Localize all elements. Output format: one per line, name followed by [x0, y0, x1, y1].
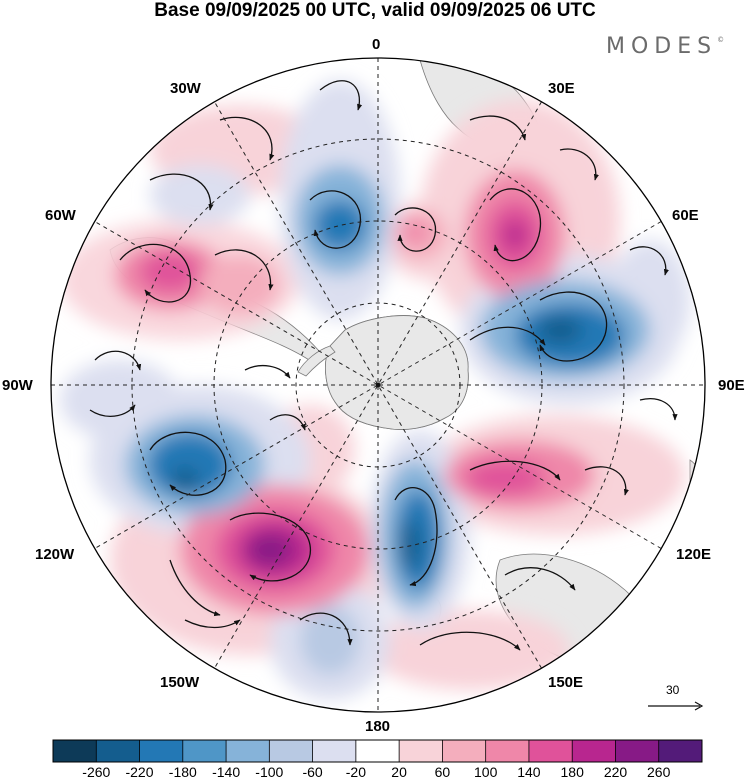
- colorbar-segment: [312, 740, 357, 762]
- label-90w: 90W: [2, 377, 33, 394]
- colorbar-tick-label: 100: [474, 764, 498, 780]
- anomaly-shading: [60, 80, 690, 700]
- colorbar-segment: [528, 740, 573, 762]
- label-60w: 60W: [45, 207, 76, 224]
- label-120w: 120W: [35, 546, 75, 563]
- meridians: [51, 58, 705, 712]
- colorbar-tick-label: -20: [345, 764, 367, 780]
- colorbar-ticks: -260 -220 -180 -140 -100 -60 -20 20 60 100 140 180 2…: [0, 764, 750, 782]
- colorbar-segment: [485, 740, 530, 762]
- colorbar: [52, 739, 703, 763]
- logo-mark: ©: [717, 36, 725, 44]
- colorbar-segment: [182, 740, 227, 762]
- south-pole-marker: [375, 382, 381, 388]
- reference-vector-label: 30: [666, 683, 680, 697]
- colorbar-border: [52, 739, 703, 763]
- colorbar-tick-label: 260: [647, 764, 671, 780]
- colorbar-segment: [658, 740, 703, 762]
- map-boundary: [50, 57, 706, 713]
- colorbar-tick-label: 60: [434, 764, 451, 780]
- colorbar-tick-label: 20: [391, 764, 407, 780]
- map-disc: [51, 58, 705, 712]
- colorbar-tick-label: -100: [255, 764, 284, 780]
- colorbar-tick-label: 220: [603, 764, 628, 780]
- colorbar-tick-label: -180: [168, 764, 197, 780]
- label-30e: 30E: [548, 80, 575, 97]
- streamlines: [89, 80, 678, 651]
- colorbar-tick-label: 140: [517, 764, 541, 780]
- antarctica-outline: [325, 315, 469, 430]
- modes-logo: MODES©: [606, 34, 724, 59]
- colorbar-segment: [615, 740, 660, 762]
- colorbar-tick-label: -220: [125, 764, 154, 780]
- logo-text: MODES: [606, 34, 718, 59]
- colorbar-segment: [226, 740, 270, 762]
- label-180: 180: [365, 718, 391, 735]
- colorbar-segment: [139, 740, 184, 762]
- arrow-right-icon: [694, 701, 704, 711]
- colorbar-tick-label: -140: [212, 764, 241, 780]
- east-pacific-land: [689, 459, 705, 521]
- label-120e: 120E: [676, 546, 712, 563]
- colorbar-segment: [442, 740, 487, 762]
- label-90e: 90E: [718, 377, 745, 394]
- label-150w: 150W: [160, 674, 200, 691]
- label-150e: 150E: [548, 674, 584, 691]
- colorbar-segment: [355, 740, 400, 762]
- map-title: Base 09/09/2025 00 UTC, valid 09/09/2025…: [154, 0, 596, 21]
- label-60e: 60E: [672, 207, 699, 224]
- label-0: 0: [372, 36, 381, 53]
- colorbar-segment: [269, 740, 313, 762]
- colorbar-tick-label: 180: [560, 764, 584, 780]
- colorbar-segment: [572, 740, 616, 762]
- colorbar-segment: [53, 740, 97, 762]
- colorbar-segment: [96, 740, 140, 762]
- reference-vector: [648, 701, 704, 711]
- colorbar-tick-label: -260: [82, 764, 111, 780]
- colorbar-tick-label: -60: [302, 764, 323, 780]
- label-30w: 30W: [170, 80, 201, 97]
- colorbar-segment: [399, 740, 443, 762]
